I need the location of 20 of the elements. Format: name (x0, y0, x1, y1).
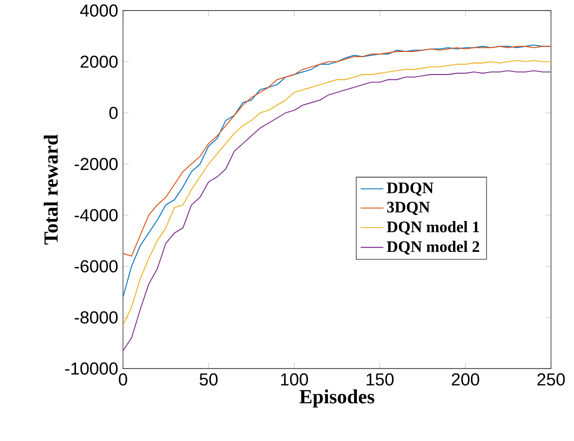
x-tick-label: 100 (281, 373, 308, 386)
y-tick-label: 0 (109, 106, 118, 120)
legend-label: DQN model 2 (386, 241, 480, 255)
y-tick-label: -6000 (74, 260, 118, 273)
x-tick-label: 50 (200, 373, 218, 386)
x-tick-label: 150 (366, 373, 394, 386)
y-tick-label: 4000 (80, 4, 118, 17)
legend-label: 3DQN (387, 202, 430, 216)
y-tick-label: -4000 (74, 209, 118, 222)
x-tick-label: 0 (118, 373, 128, 386)
legend-label: DDQN (386, 182, 434, 196)
legend-label: DQN model 1 (386, 221, 480, 235)
x-axis-title: Episodes (300, 390, 374, 408)
y-tick-label: 2000 (80, 56, 118, 68)
x-tick-label: 250 (537, 373, 565, 386)
y-tick-label: -8000 (74, 311, 118, 324)
x-tick-label: 200 (452, 373, 480, 386)
y-tick-label: -10000 (65, 362, 118, 375)
y-tick-label: -2000 (74, 158, 118, 170)
y-axis-title: Total reward (44, 134, 58, 245)
